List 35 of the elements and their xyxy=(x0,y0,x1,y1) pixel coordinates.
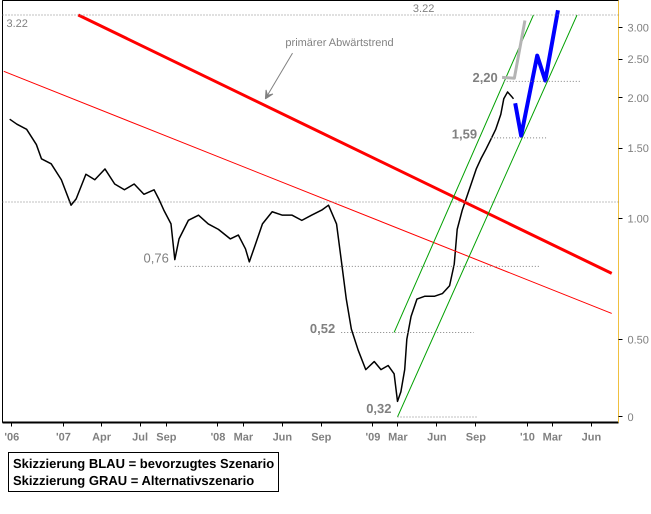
y-tick-label: 1.00 xyxy=(628,214,649,226)
x-tick-label: '10 xyxy=(520,432,535,444)
x-tick-label: '06 xyxy=(4,432,20,444)
x-tick-label: Jun xyxy=(272,432,292,444)
x-tick-label: Sep xyxy=(156,432,177,444)
annotation: 1,59 xyxy=(452,126,478,142)
annotation: 0,32 xyxy=(366,400,392,416)
y-tick-label: 2.50 xyxy=(628,54,649,66)
x-tick-label: '07 xyxy=(56,432,71,444)
annotation: 2,20 xyxy=(472,70,498,85)
line-series xyxy=(513,8,560,138)
y-tick-label: 0.50 xyxy=(628,334,649,346)
y-tick-label: 2.00 xyxy=(628,92,649,105)
x-tick-label: Mar xyxy=(388,432,408,444)
x-tick-label: Mar xyxy=(542,432,563,444)
x-tick-label: '09 xyxy=(366,432,380,444)
x-tick-label: Jul xyxy=(132,432,148,444)
text: Skizzierung GRAU = Alternativszenario xyxy=(13,473,254,488)
x-tick-label: '08 xyxy=(210,432,226,444)
x-tick-label: Jun xyxy=(582,432,602,444)
annotation: 3.22 xyxy=(412,3,434,16)
annotation: 0,52 xyxy=(310,320,336,336)
ref-line-label: 3.22 xyxy=(6,18,28,30)
y-tick-label: 0 xyxy=(628,412,634,424)
x-tick-label: Apr xyxy=(92,432,112,444)
x-tick-label: Sep xyxy=(311,432,332,444)
line-series xyxy=(8,91,514,402)
x-tick-label: Mar xyxy=(234,432,254,444)
x-tick-label: Sep xyxy=(466,432,486,444)
y-tick-label: 1.50 xyxy=(628,143,649,156)
text: Skizzierung BLAU = bevorzugtes Szenario xyxy=(13,456,274,471)
annotation: 0,76 xyxy=(144,250,169,266)
x-tick-label: Jun xyxy=(427,432,447,444)
annotation: primärer Abwärtstrend xyxy=(285,37,394,50)
y-tick-label: 3.00 xyxy=(628,22,649,34)
